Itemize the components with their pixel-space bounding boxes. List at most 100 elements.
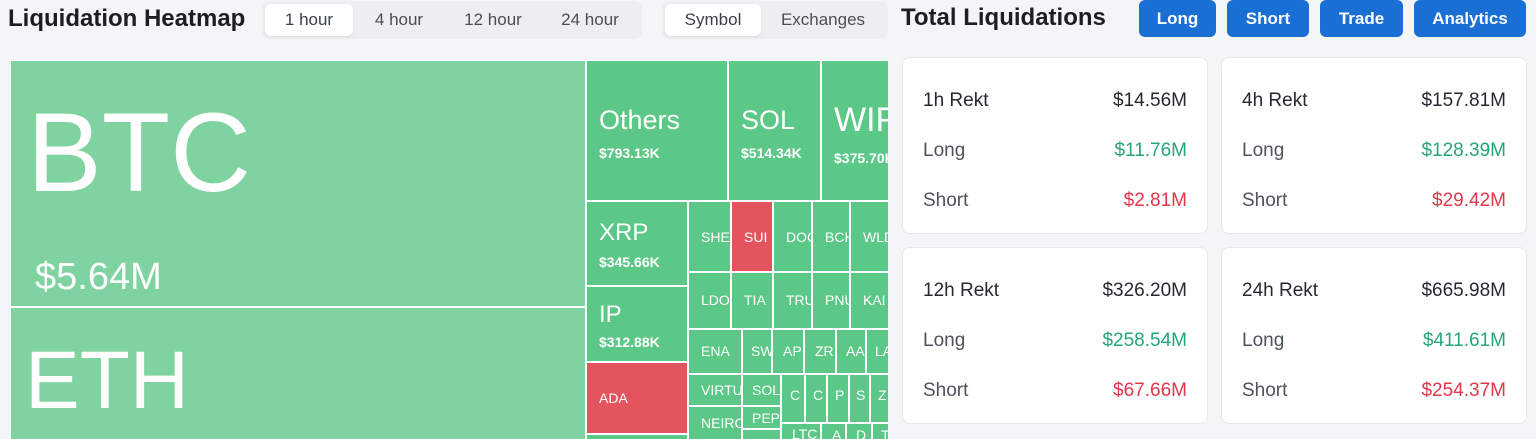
tile-aa[interactable]: AA [836, 329, 866, 374]
tab-exchanges[interactable]: Exchanges [780, 10, 866, 29]
tile-value: $793.13K [599, 145, 660, 161]
long-value: $258.54M [1102, 330, 1187, 351]
tile-zr[interactable]: ZR [804, 329, 836, 374]
tab-4-hour[interactable]: 4 hour [374, 10, 424, 29]
tile-symbol: LDO [701, 292, 730, 308]
card-total: $14.56M [1113, 90, 1187, 111]
long-label: Long [923, 330, 966, 351]
tile-eth[interactable]: ETH [10, 307, 586, 439]
tile-pep[interactable]: PEP [742, 406, 781, 429]
card-label: 1h Rekt [923, 90, 989, 111]
tile-bch[interactable]: BCH [812, 201, 850, 272]
tile-pnu[interactable]: PNU [812, 272, 850, 329]
tile-symbol: XRP [599, 219, 649, 246]
tile-symbol: C [813, 387, 824, 403]
long-label: Long [1242, 330, 1285, 351]
short-value: $2.81M [1123, 190, 1187, 211]
view-tabs: Symbol Exchanges [662, 1, 888, 39]
tile-small-2[interactable] [742, 429, 781, 439]
tile-symbol: Z [878, 387, 887, 403]
tile-symbol: SOL [741, 105, 796, 135]
tile-la[interactable]: LA [866, 329, 888, 374]
card-total: $157.81M [1421, 90, 1506, 111]
tile-ap[interactable]: AP [772, 329, 804, 374]
tile-symbol: S [856, 387, 866, 403]
long-value: $128.39M [1421, 140, 1506, 161]
tile-symbol: BTC [27, 90, 251, 215]
card-total: $326.20M [1102, 280, 1187, 301]
tile-sw[interactable]: SW [742, 329, 772, 374]
card-label: 12h Rekt [923, 280, 1000, 301]
tile-virtu[interactable]: VIRTU [688, 374, 742, 406]
tile-symbol: D [856, 427, 867, 439]
tile-symbol: Others [599, 105, 681, 135]
tile-symbol: P [835, 387, 845, 403]
tile-xrp[interactable]: XRP $345.66K [586, 201, 688, 286]
tile-doc[interactable]: DOC [773, 201, 812, 272]
tile-ldo[interactable]: LDO [688, 272, 731, 329]
trade-button[interactable]: Trade [1320, 0, 1403, 37]
tile-kai[interactable]: KAI [850, 272, 888, 329]
tile-a[interactable]: A [821, 423, 846, 439]
tile-symbol: SW [751, 343, 772, 359]
tile-symbol: DOC [786, 229, 811, 245]
tab-1-hour[interactable]: 1 hour [265, 4, 353, 36]
card-label: 24h Rekt [1242, 280, 1319, 301]
tile-symbol: ZR [815, 343, 834, 359]
tab-24-hour[interactable]: 24 hour [561, 10, 619, 29]
tile-t[interactable]: T [872, 423, 888, 439]
long-label: Long [923, 140, 966, 161]
card-total: $665.98M [1421, 280, 1506, 301]
tile-symbol: ADA [599, 390, 628, 406]
long-value: $411.61M [1422, 330, 1506, 351]
long-label: Long [1242, 140, 1285, 161]
tile-symbol: PEP [752, 410, 781, 426]
tile-c-1[interactable]: C [781, 374, 805, 423]
tile-symbol: VIRTU [701, 382, 742, 398]
tile-symbol: LA [875, 343, 888, 359]
tile-wld[interactable]: WLD [850, 201, 888, 272]
tile-symbol: ETH [25, 335, 189, 426]
tile-ltc[interactable]: LTC [781, 423, 821, 439]
tile-ena[interactable]: ENA [688, 329, 742, 374]
tile-ada[interactable]: ADA [586, 362, 688, 434]
tile-tru[interactable]: TRU [773, 272, 812, 329]
tile-she[interactable]: SHE [688, 201, 731, 272]
short-button[interactable]: Short [1227, 0, 1309, 37]
tile-value: $375.70K [834, 150, 888, 166]
tile-symbol: BCH [825, 229, 849, 245]
tile-value: $345.66K [599, 254, 660, 270]
analytics-button[interactable]: Analytics [1414, 0, 1526, 37]
tile-neiro[interactable]: NEIRO [688, 406, 742, 439]
tile-wif[interactable]: WIF $375.70K [821, 60, 888, 201]
tile-symbol: SOL [752, 382, 781, 398]
tile-c-2[interactable]: C [805, 374, 827, 423]
tile-sol[interactable]: SOL $514.34K [728, 60, 821, 201]
tab-symbol[interactable]: Symbol [665, 4, 761, 36]
tile-p[interactable]: P [827, 374, 849, 423]
tile-d[interactable]: D [846, 423, 872, 439]
tile-z[interactable]: Z [870, 374, 888, 423]
tile-small[interactable] [586, 434, 688, 439]
rekt-card-12h: 12h Rekt $326.20M Long $258.54M Short $67.6… [902, 247, 1208, 424]
heatmap-title: Liquidation Heatmap [8, 5, 246, 32]
tile-symbol: A [832, 427, 842, 439]
long-button[interactable]: Long [1139, 0, 1216, 37]
tile-symbol: T [881, 427, 888, 439]
tile-ip[interactable]: IP $312.88K [586, 286, 688, 362]
tile-symbol: KAI [863, 292, 886, 308]
tile-value: $312.88K [599, 334, 660, 350]
tile-btc[interactable]: BTC $5.64M [10, 60, 586, 307]
short-label: Short [1242, 380, 1288, 401]
rekt-card-4h: 4h Rekt $157.81M Long $128.39M Short $29.42… [1221, 57, 1527, 234]
tile-sol-small[interactable]: SOL [742, 374, 781, 406]
tile-others[interactable]: Others $793.13K [586, 60, 728, 201]
tab-12-hour[interactable]: 12 hour [464, 10, 522, 29]
card-label: 4h Rekt [1242, 90, 1308, 111]
short-value: $29.42M [1432, 190, 1506, 211]
tile-sui[interactable]: SUI [731, 201, 773, 272]
tile-symbol: SUI [744, 229, 768, 245]
tile-symbol: TIA [744, 292, 766, 308]
tile-tia[interactable]: TIA [731, 272, 773, 329]
tile-s[interactable]: S [849, 374, 870, 423]
